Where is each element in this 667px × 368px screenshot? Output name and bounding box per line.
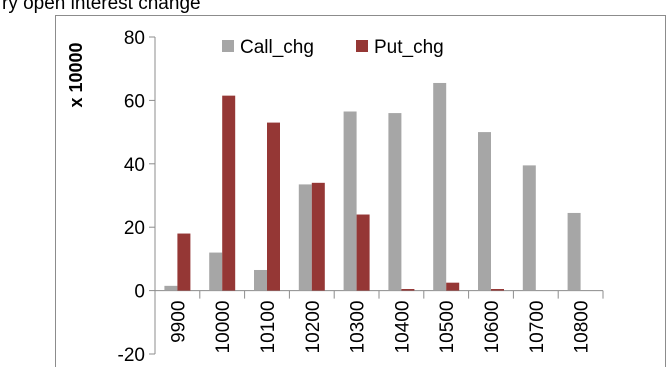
bar-put-chg bbox=[222, 95, 236, 291]
x-tick-label: 10600 bbox=[482, 301, 503, 354]
bar-put-chg bbox=[491, 289, 504, 291]
x-tick-label: 10400 bbox=[392, 301, 413, 354]
bar-put-chg bbox=[401, 289, 415, 291]
bar-call-chg bbox=[298, 184, 312, 291]
legend-label: Call_chg bbox=[240, 37, 314, 58]
y-tick-label: 60 bbox=[124, 91, 145, 112]
bar-call-chg bbox=[254, 269, 267, 291]
x-tick-label: 9900 bbox=[168, 301, 189, 343]
x-tick-label: 10000 bbox=[213, 301, 234, 354]
bar-put-chg bbox=[311, 182, 325, 291]
y-tick-label: 80 bbox=[124, 28, 145, 49]
x-tick-label: 10100 bbox=[258, 301, 279, 354]
bar-call-chg bbox=[567, 212, 581, 291]
x-tick-label: 10500 bbox=[437, 301, 458, 354]
bar-put-chg bbox=[177, 233, 191, 291]
y-tick-label: 0 bbox=[134, 282, 145, 303]
y-axis-title: x 10000 bbox=[66, 42, 86, 107]
x-tick-label: 10700 bbox=[527, 301, 548, 354]
chart-frame bbox=[55, 15, 666, 367]
bar-call-chg bbox=[388, 113, 402, 291]
bar-call-chg bbox=[522, 165, 536, 291]
chart-legend: Call_chg Put_chg bbox=[222, 37, 444, 58]
bar-call-chg bbox=[164, 285, 178, 291]
legend-swatch-put-chg bbox=[356, 40, 368, 52]
y-tick-label: 20 bbox=[124, 218, 145, 239]
bar-call-chg bbox=[433, 82, 447, 291]
chart-labels: -20 0 20 40 60 80 9900 10000 10100 10200 10300 1040… bbox=[66, 28, 593, 366]
y-tick-label: -20 bbox=[118, 345, 145, 366]
legend-label: Put_chg bbox=[374, 37, 444, 58]
bar-put-chg bbox=[267, 122, 280, 291]
bar-put-chg bbox=[356, 214, 370, 291]
bar-call-chg bbox=[478, 132, 491, 291]
bar-call-chg bbox=[209, 252, 223, 291]
chart-header-text: ry open interest change bbox=[2, 0, 201, 14]
y-tick-label: 40 bbox=[124, 155, 145, 176]
x-tick-label: 10800 bbox=[572, 301, 593, 354]
x-tick-label: 10200 bbox=[303, 301, 324, 354]
bar-put-chg bbox=[446, 282, 460, 291]
legend-swatch-call-chg bbox=[222, 40, 234, 52]
x-tick-label: 10300 bbox=[348, 301, 369, 354]
bar-call-chg bbox=[343, 111, 357, 291]
chart-bars bbox=[164, 82, 581, 291]
